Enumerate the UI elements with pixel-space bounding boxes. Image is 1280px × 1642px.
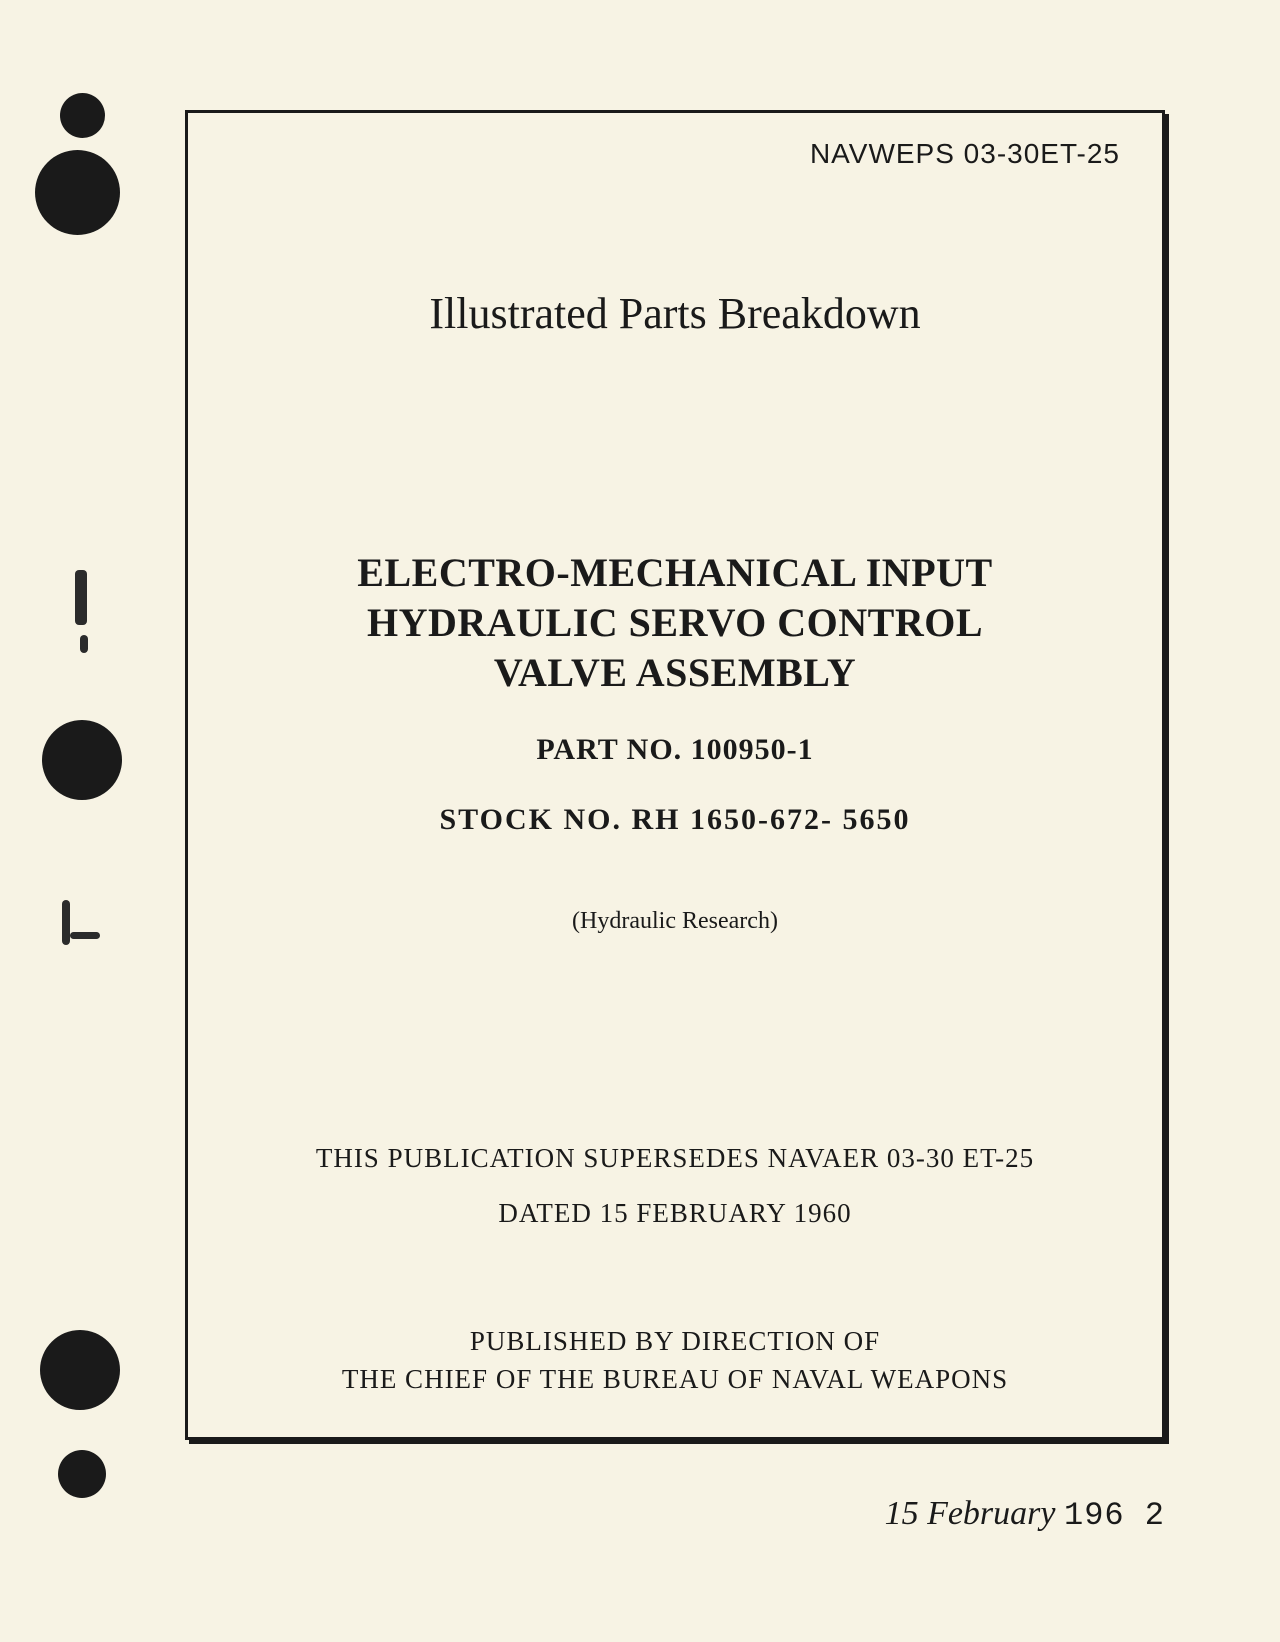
binder-hole bbox=[58, 1450, 106, 1498]
binder-hole bbox=[35, 150, 120, 235]
stock-number-value: RH 1650-672- 5650 bbox=[632, 803, 911, 836]
content-frame: NAVWEPS 03-30ET-25 Illustrated Parts Bre… bbox=[185, 110, 1165, 1440]
binder-hole bbox=[60, 93, 105, 138]
scan-mark bbox=[75, 570, 87, 625]
main-title-line: VALVE ASSEMBLY bbox=[494, 650, 856, 695]
organization: (Hydraulic Research) bbox=[188, 908, 1162, 935]
publisher-line: THE CHIEF OF THE BUREAU OF NAVAL WEAPONS bbox=[342, 1364, 1008, 1394]
document-page: NAVWEPS 03-30ET-25 Illustrated Parts Bre… bbox=[0, 0, 1280, 1642]
publisher-line: PUBLISHED BY DIRECTION OF bbox=[470, 1326, 880, 1356]
publisher: PUBLISHED BY DIRECTION OF THE CHIEF OF T… bbox=[188, 1323, 1162, 1399]
binder-hole bbox=[40, 1330, 120, 1410]
document-id: NAVWEPS 03-30ET-25 bbox=[810, 138, 1120, 170]
part-number-label: PART NO. bbox=[536, 733, 682, 766]
footer-date-text: 15 February bbox=[885, 1495, 1056, 1532]
main-title: ELECTRO-MECHANICAL INPUT HYDRAULIC SERVO… bbox=[188, 548, 1162, 698]
footer-date-year: 196 2 bbox=[1064, 1497, 1165, 1534]
scan-mark bbox=[70, 932, 100, 939]
part-number: PART NO. 100950-1 bbox=[188, 733, 1162, 767]
main-title-line: ELECTRO-MECHANICAL INPUT bbox=[357, 550, 992, 595]
scan-mark bbox=[62, 900, 70, 945]
supersedes-note: THIS PUBLICATION SUPERSEDES NAVAER 03-30… bbox=[188, 1143, 1162, 1174]
stock-number: STOCK NO. RH 1650-672- 5650 bbox=[188, 803, 1162, 837]
stock-number-label: STOCK NO. bbox=[440, 803, 623, 836]
part-number-value: 100950-1 bbox=[691, 733, 814, 766]
binder-hole bbox=[42, 720, 122, 800]
supersedes-date: DATED 15 FEBRUARY 1960 bbox=[188, 1198, 1162, 1229]
main-title-line: HYDRAULIC SERVO CONTROL bbox=[367, 600, 983, 645]
scan-mark bbox=[80, 635, 88, 653]
section-title: Illustrated Parts Breakdown bbox=[188, 288, 1162, 339]
footer-date: 15 February 196 2 bbox=[885, 1495, 1165, 1534]
